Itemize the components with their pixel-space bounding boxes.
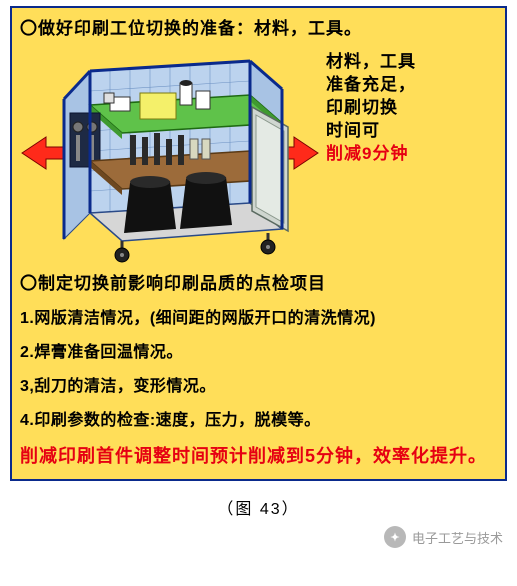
check-item: 4.印刷参数的检查:速度，压力，脱模等。 — [20, 406, 497, 430]
summary-text: 削减印刷首件调整时间预计削减到5分钟，效率化提升。 — [20, 444, 497, 469]
wheel-icon — [115, 241, 129, 262]
side-line: 材料，工具 — [326, 51, 497, 74]
cart-illustration — [20, 43, 320, 263]
figure-caption: （图 43） — [0, 495, 517, 519]
side-line: 时间可 — [326, 120, 497, 143]
bin-icon — [180, 172, 232, 229]
checklist-title: 〇制定切换前影响印刷品质的点检项目 — [20, 269, 497, 294]
check-item: 1.网版清洁情况，(细间距的网版开口的清洗情况) — [20, 304, 497, 328]
watermark: ✦ 电子工艺与技术 — [384, 526, 503, 548]
side-note: 材料，工具 准备充足， 印刷切换 时间可 削减9分钟 — [320, 43, 497, 166]
watermark-text: 电子工艺与技术 — [412, 528, 503, 547]
bin-icon — [124, 176, 176, 233]
figure-title: 〇做好印刷工位切换的准备：材料，工具。 — [20, 14, 497, 39]
side-line: 准备充足， — [326, 74, 497, 97]
figure-panel: 〇做好印刷工位切换的准备：材料，工具。 — [10, 6, 507, 481]
top-row: 材料，工具 准备充足， 印刷切换 时间可 削减9分钟 — [20, 43, 497, 263]
side-highlight: 削减9分钟 — [326, 143, 497, 166]
wechat-icon: ✦ — [384, 526, 406, 548]
arrow-left-icon — [22, 137, 64, 169]
wheel-icon — [261, 233, 275, 254]
side-line: 印刷切换 — [326, 97, 497, 120]
check-item: 3,刮刀的清洁，变形情况。 — [20, 372, 497, 396]
check-item: 2.焊膏准备回温情况。 — [20, 338, 497, 362]
